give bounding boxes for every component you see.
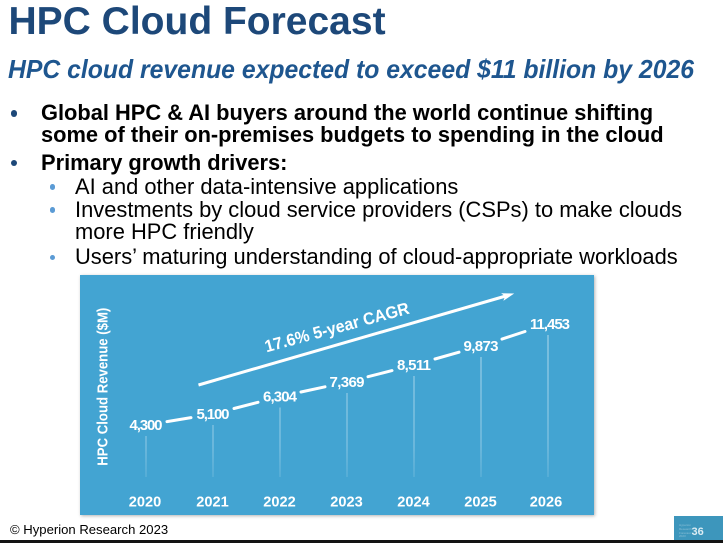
svg-text:8,511: 8,511 (397, 357, 431, 374)
svg-text:9,873: 9,873 (464, 338, 499, 355)
svg-text:6,304: 6,304 (263, 389, 298, 406)
svg-text:7,369: 7,369 (330, 374, 365, 391)
svg-text:2021: 2021 (196, 495, 228, 511)
svg-text:2025: 2025 (464, 495, 496, 511)
svg-text:2024: 2024 (397, 495, 430, 511)
svg-text:5,100: 5,100 (197, 406, 230, 423)
svg-text:2023: 2023 (330, 495, 362, 511)
svg-text:2022: 2022 (263, 495, 295, 511)
svg-text:HPC Cloud Revenue ($M): HPC Cloud Revenue ($M) (95, 308, 112, 466)
svg-text:2020: 2020 (129, 495, 161, 511)
svg-text:2026: 2026 (530, 495, 562, 511)
svg-text:4,300: 4,300 (130, 417, 163, 434)
svg-text:11,453: 11,453 (530, 316, 570, 333)
